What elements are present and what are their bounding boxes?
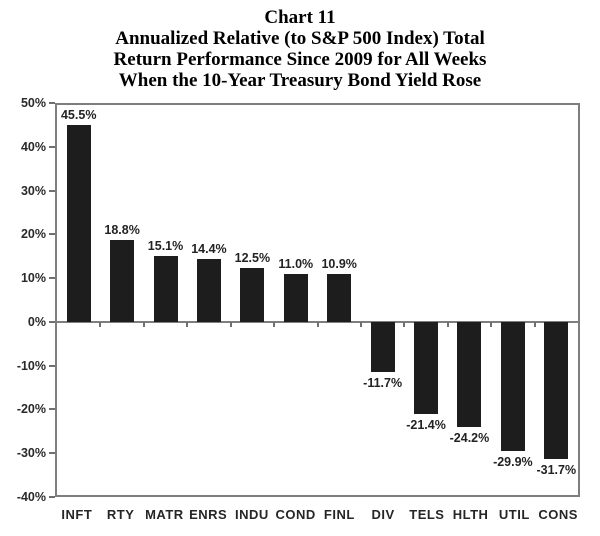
y-axis-tick-mark	[49, 364, 55, 367]
category-tick-mark	[273, 321, 276, 327]
y-axis-tick-label: 20%	[20, 227, 46, 242]
bar-value-label: 10.9%	[321, 257, 357, 272]
x-axis-labels: INFT RTY MATR ENRS INDU COND FINL DIV TELS HLTH UT…	[55, 507, 580, 523]
chart-subtitle-line-3: When the 10-Year Treasury Bond Yield Ros…	[118, 70, 482, 91]
y-axis-tick-label: 40%	[20, 139, 46, 154]
y-axis-tick-mark	[49, 408, 55, 411]
bar-value-label: 14.4%	[191, 242, 227, 257]
bar-div	[370, 321, 395, 373]
y-axis-tick-label: -20%	[16, 402, 46, 417]
bar-value-label: -24.2%	[449, 430, 490, 445]
y-axis-tick-mark	[49, 277, 55, 280]
bar-value-label: -31.7%	[536, 463, 577, 478]
bar-value-label: 18.8%	[104, 223, 140, 238]
y-axis-tick-label: 30%	[20, 183, 46, 198]
x-axis-label-tels: TELS	[409, 507, 445, 522]
bar-indu	[240, 267, 265, 322]
y-axis-tick-label: -40%	[16, 490, 46, 504]
x-axis-label-rty: RTY	[106, 507, 135, 522]
plot-inner: 45.5% 18.8% 15.1% 14.4% 12.5% 11.0% 10.9% -11.7…	[57, 105, 578, 495]
x-axis-label-finl: FINL	[323, 507, 355, 522]
bar-rty	[110, 240, 135, 322]
x-axis-label-matr: MATR	[145, 507, 184, 522]
plot-area: 45.5% 18.8% 15.1% 14.4% 12.5% 11.0% 10.9% -11.7…	[55, 103, 580, 497]
x-axis-label-cond: COND	[275, 507, 316, 522]
y-axis-tick-mark	[49, 320, 55, 323]
category-tick-mark	[229, 321, 232, 327]
bar-cond	[283, 274, 308, 322]
category-tick-mark	[533, 321, 536, 327]
bar-value-label: 45.5%	[60, 107, 97, 122]
bar-chart: 50% 40% 30% 20% 10% 0% -10% -20% -30% -40% 45.5% 1…	[0, 96, 600, 533]
chart-subtitle-line-1: Annualized Relative (to S&P 500 Index) T…	[115, 28, 485, 49]
chart-title-block: Chart 11 Annualized Relative (to S&P 500…	[0, 7, 600, 91]
y-axis-tick-mark	[49, 233, 55, 236]
y-axis: 50% 40% 30% 20% 10% 0% -10% -20% -30% -40%	[0, 96, 55, 504]
x-axis-label-div: DIV	[371, 507, 395, 522]
category-tick-mark	[403, 321, 406, 327]
x-axis-label-enrs: ENRS	[189, 507, 228, 522]
bar-cons	[544, 321, 569, 460]
bar-matr	[153, 256, 178, 322]
x-axis-label-indu: INDU	[234, 507, 269, 522]
y-axis-tick-mark	[49, 189, 55, 192]
bar-value-label: -21.4%	[406, 418, 446, 433]
chart-number: Chart 11	[264, 7, 336, 28]
y-axis-tick-label: 50%	[20, 96, 46, 110]
y-axis-tick-label: -30%	[16, 446, 46, 461]
category-tick-mark	[99, 321, 102, 327]
bar-tels	[414, 321, 439, 415]
bar-inft	[66, 124, 91, 322]
y-axis-tick-mark	[49, 496, 55, 498]
x-axis-label-inft: INFT	[61, 507, 93, 522]
category-tick-mark	[446, 321, 449, 327]
bar-value-label: 11.0%	[278, 256, 314, 271]
y-axis-tick-mark	[49, 145, 55, 148]
category-tick-mark	[316, 321, 319, 327]
bar-value-label: 12.5%	[234, 250, 271, 265]
y-axis-tick-label: -10%	[16, 358, 46, 373]
bar-enrs	[196, 259, 221, 322]
y-axis-tick-label: 0%	[27, 314, 46, 329]
bar-value-label: 15.1%	[147, 239, 184, 254]
bar-util	[500, 321, 525, 452]
bar-value-label: -29.9%	[493, 455, 533, 470]
y-axis-tick-mark	[49, 452, 55, 455]
y-axis-tick-label: 10%	[20, 271, 46, 286]
category-tick-mark	[186, 321, 189, 327]
y-axis-tick-mark	[49, 102, 55, 104]
x-axis-label-util: UTIL	[498, 507, 530, 522]
chart-subtitle-line-2: Return Performance Since 2009 for All We…	[113, 49, 487, 70]
x-axis-label-cons: CONS	[538, 507, 578, 522]
bar-finl	[327, 274, 352, 322]
category-tick-mark	[490, 321, 493, 327]
category-tick-mark	[142, 321, 145, 327]
category-tick-mark	[359, 321, 362, 327]
x-axis-label-hlth: HLTH	[452, 507, 489, 522]
bar-hlth	[457, 321, 482, 427]
bar-value-label: -11.7%	[363, 376, 403, 391]
